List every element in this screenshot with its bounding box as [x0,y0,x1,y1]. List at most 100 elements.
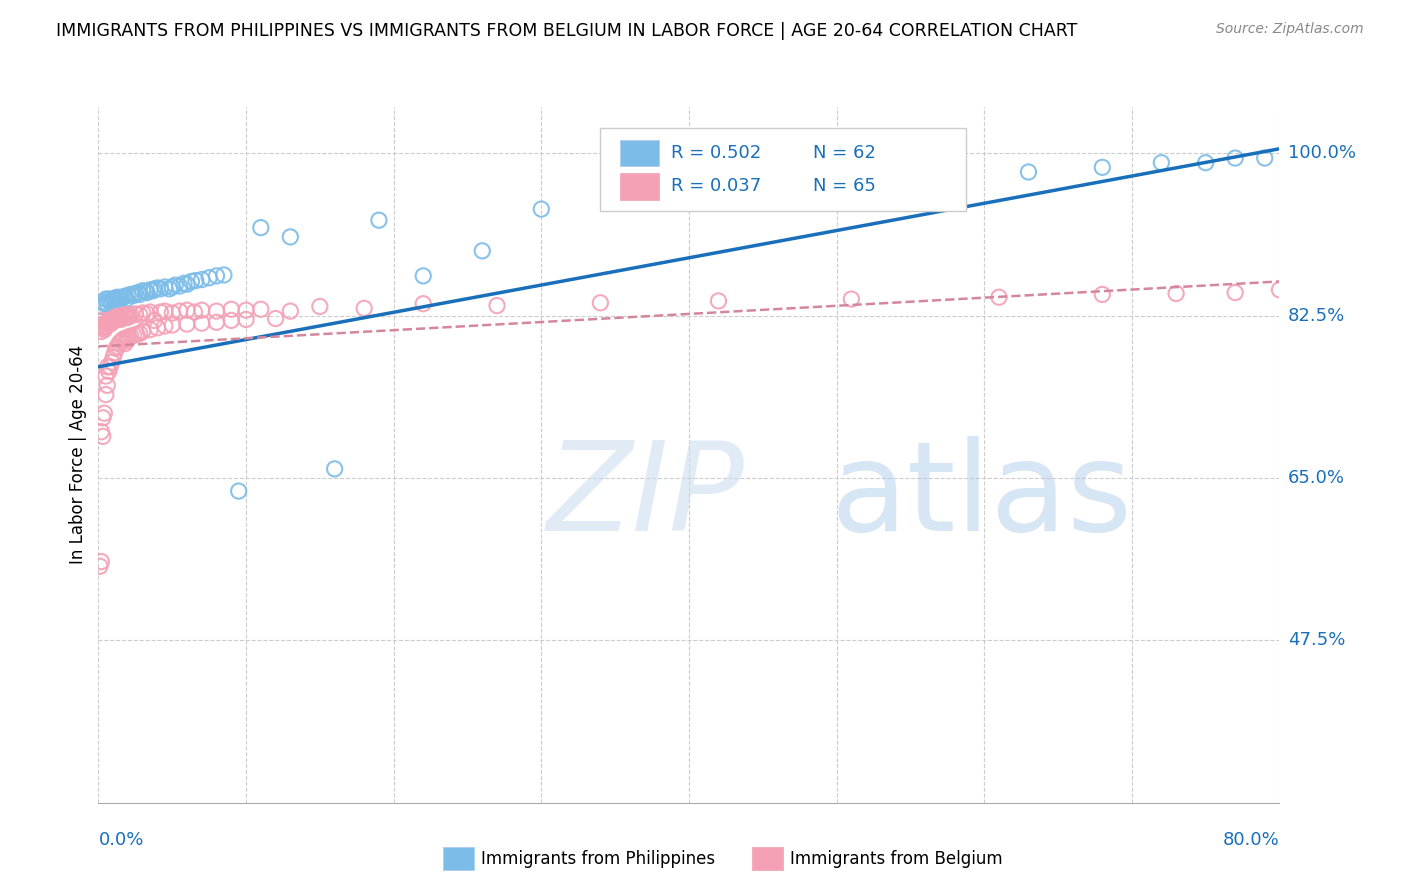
Point [124,286,146,301]
Text: 0.0%: 0.0% [98,830,143,848]
Point [100,313,122,327]
Text: IMMIGRANTS FROM PHILIPPINES VS IMMIGRANTS FROM BELGIUM IN LABOR FORCE | AGE 20-6: IMMIGRANTS FROM PHILIPPINES VS IMMIGRANT… [56,22,1077,40]
Point [309,300,332,314]
Point [100,293,122,307]
Point [219,302,242,317]
Point [173,277,195,291]
Text: 47.5%: 47.5% [1288,632,1346,649]
Text: atlas: atlas [831,436,1133,558]
Point [96,296,118,310]
Point [486,299,509,313]
Point [914,169,936,184]
Point [139,305,162,319]
Point [91,410,114,425]
Point [323,462,346,476]
Point [120,308,142,322]
Point [132,306,155,320]
Point [149,305,172,319]
Point [108,310,131,325]
Point [107,339,129,353]
Point [93,323,115,337]
Point [165,278,187,293]
Point [135,285,157,299]
Point [180,275,202,289]
Point [105,312,128,326]
Point [153,280,176,294]
Point [278,304,302,318]
Point [191,316,214,330]
Point [107,311,129,326]
Point [108,292,131,306]
Point [94,292,117,306]
Point [115,334,138,348]
Point [278,230,302,244]
Point [146,281,169,295]
Point [104,291,127,305]
Point [153,304,176,318]
Y-axis label: In Labor Force | Age 20-64: In Labor Force | Age 20-64 [69,345,87,565]
Point [176,303,198,318]
Point [100,315,122,329]
Point [97,364,120,378]
Point [146,321,169,335]
Point [264,311,287,326]
Point [114,289,136,303]
Point [114,308,136,322]
Point [128,308,150,322]
Point [176,317,198,331]
Point [96,378,118,392]
Point [707,293,730,308]
Point [228,484,250,499]
Point [112,310,135,324]
Point [118,310,141,324]
Point [91,294,114,309]
Point [93,296,115,310]
Point [1268,283,1291,297]
Point [107,290,129,304]
Point [1223,151,1246,165]
Point [128,326,150,341]
Point [124,307,146,321]
Point [98,294,121,309]
Point [90,300,112,314]
Point [110,293,132,307]
Point [94,316,117,330]
Point [205,304,228,318]
Point [153,318,176,333]
Point [117,288,139,302]
Point [132,325,155,339]
Text: 80.0%: 80.0% [1223,830,1279,848]
Point [191,303,214,318]
Point [94,318,117,333]
Point [605,193,627,207]
Point [112,332,135,346]
Point [89,559,111,574]
Point [1223,285,1246,300]
Point [103,292,125,306]
Point [149,282,172,296]
Point [90,555,112,569]
Point [122,328,145,343]
Point [212,268,235,282]
Point [93,406,115,420]
Point [471,244,494,258]
Text: ZIP: ZIP [547,436,745,558]
Point [117,330,139,344]
Point [235,312,257,326]
Point [1195,155,1218,169]
Point [110,309,132,323]
Point [796,174,818,188]
Point [105,310,128,324]
Point [96,317,118,331]
Point [103,314,125,328]
Text: N = 65: N = 65 [813,178,876,195]
Point [105,294,128,309]
Point [205,268,228,283]
Point [110,334,132,349]
Point [97,313,120,327]
Point [115,310,138,325]
Point [96,315,118,329]
Point [97,315,120,329]
Point [1150,155,1173,169]
Point [96,359,118,374]
